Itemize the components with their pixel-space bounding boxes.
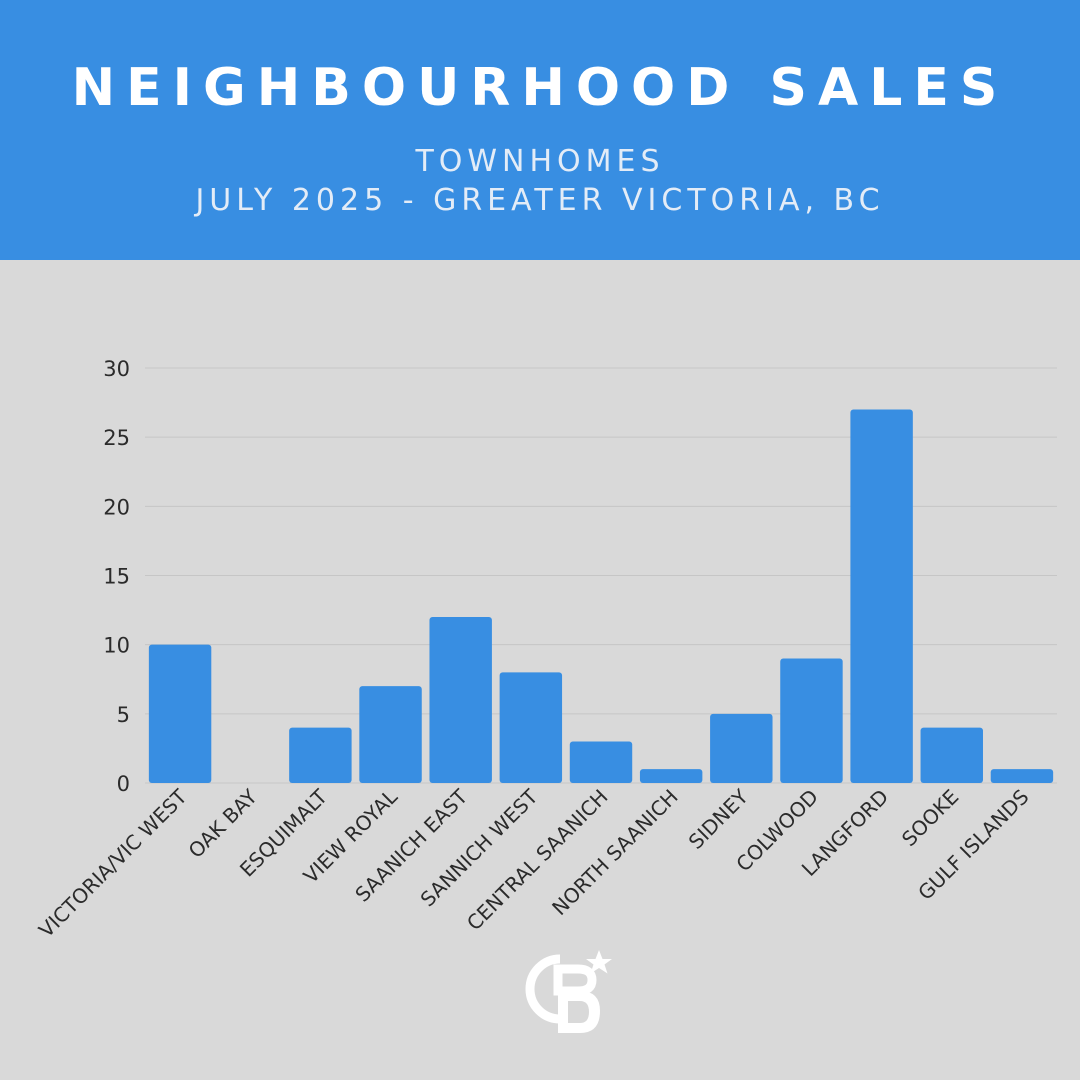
bar-esquimalt bbox=[289, 727, 352, 783]
x-tick-label: NORTH SAANICH bbox=[547, 785, 682, 920]
bar-north-saanich bbox=[639, 769, 703, 783]
bar-sooke bbox=[920, 727, 983, 783]
page-title: NEIGHBOURHOOD SALES bbox=[71, 58, 1009, 118]
x-tick-label: SIDNEY bbox=[684, 784, 754, 854]
bar-sannich-west bbox=[499, 672, 563, 783]
subtitle-property-type: TOWNHOMES bbox=[415, 144, 665, 179]
y-tick-label: 0 bbox=[117, 772, 130, 796]
bar-sidney bbox=[710, 713, 773, 783]
y-tick-label: 10 bbox=[103, 634, 130, 658]
chart-bars bbox=[148, 409, 1054, 783]
bar-langford bbox=[850, 409, 913, 783]
y-tick-label: 15 bbox=[103, 565, 130, 589]
bar-central-saanich bbox=[569, 741, 633, 783]
subtitle-date-region: JULY 2025 - GREATER VICTORIA, BC bbox=[195, 183, 885, 218]
bar-view-royal bbox=[359, 686, 422, 783]
bar-saanich-east bbox=[429, 617, 492, 783]
bar-gulf-islands bbox=[990, 769, 1054, 783]
y-axis-ticks: 0 5 10 15 20 25 30 bbox=[103, 357, 130, 796]
y-tick-label: 25 bbox=[103, 426, 130, 450]
x-tick-label: VICTORIA/VIC WEST bbox=[34, 784, 192, 940]
x-tick-label: SANNICH WEST bbox=[416, 784, 543, 911]
header-banner: NEIGHBOURHOOD SALES TOWNHOMES JULY 2025 … bbox=[0, 0, 1080, 260]
y-tick-label: 20 bbox=[103, 495, 130, 519]
x-tick-label: SOOKE bbox=[897, 785, 963, 851]
y-tick-label: 30 bbox=[103, 357, 130, 381]
chart-gridlines bbox=[145, 367, 1057, 784]
coldwell-banker-logo-icon bbox=[525, 950, 612, 1033]
y-tick-label: 5 bbox=[117, 703, 130, 727]
bar-colwood bbox=[780, 658, 843, 783]
bar-victoria-vic-west bbox=[148, 644, 212, 783]
